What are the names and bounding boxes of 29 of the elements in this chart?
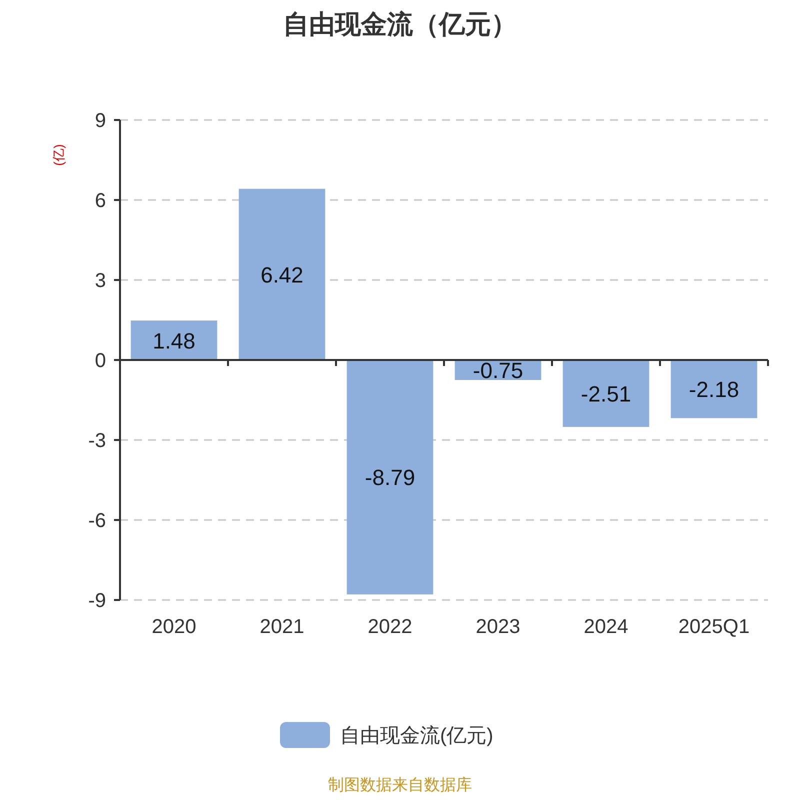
legend: 自由现金流(亿元) xyxy=(280,722,494,748)
x-tick-label: 2025Q1 xyxy=(678,616,750,638)
bar xyxy=(130,320,218,360)
x-tick-label: 2022 xyxy=(368,616,412,638)
bar xyxy=(670,360,758,418)
x-tick-label: 2021 xyxy=(260,616,304,638)
bar xyxy=(346,360,434,594)
chart-title: 自由现金流（亿元） xyxy=(283,9,517,39)
y-tick-label: 0 xyxy=(94,350,106,372)
legend-label: 自由现金流(亿元) xyxy=(340,725,494,747)
text: 制图数据来自数据库 xyxy=(328,776,472,794)
y-tick-label: 9 xyxy=(94,110,106,132)
data-label: -0.75 xyxy=(472,358,524,383)
x-tick-label: 2023 xyxy=(476,616,520,638)
y-axis-title: (亿) xyxy=(51,144,66,166)
y-tick-label: -3 xyxy=(88,430,106,452)
data-label: -8.79 xyxy=(364,465,416,490)
data-label: -2.51 xyxy=(580,381,632,406)
data-label: 1.48 xyxy=(152,328,196,354)
x-tick-label: 2020 xyxy=(152,616,196,638)
data-label: -2.18 xyxy=(688,377,740,402)
y-tick-label: 3 xyxy=(94,270,106,292)
bar xyxy=(562,360,650,427)
x-tick-label: 2024 xyxy=(584,616,628,638)
data-label: 6.42 xyxy=(260,262,304,288)
y-tick-label: -6 xyxy=(88,510,106,532)
y-tick-label: 6 xyxy=(94,190,106,212)
bar xyxy=(238,188,326,360)
y-tick-label: -9 xyxy=(88,590,106,612)
